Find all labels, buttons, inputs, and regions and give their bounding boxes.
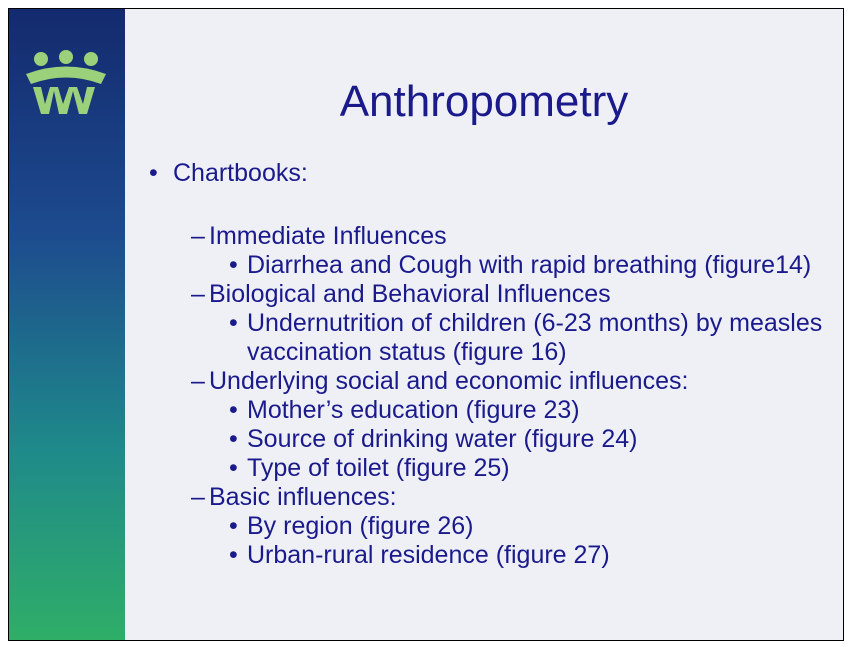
side-bar bbox=[9, 9, 125, 640]
sub-item: Source of drinking water (figure 24) bbox=[151, 425, 823, 454]
slide: Anthropometry Chartbooks: Immediate Influ… bbox=[8, 8, 844, 641]
sub-item: Urban-rural residence (figure 27) bbox=[151, 541, 823, 570]
sub-item: Type of toilet (figure 25) bbox=[151, 454, 823, 483]
sub-heading: Biological and Behavioral Influences bbox=[151, 280, 823, 309]
sub-item: Diarrhea and Cough with rapid breathing … bbox=[151, 251, 823, 280]
sub-heading: Basic influences: bbox=[151, 483, 823, 512]
slide-body: Chartbooks: Immediate InfluencesDiarrhea … bbox=[151, 159, 823, 570]
sub-item: By region (figure 26) bbox=[151, 512, 823, 541]
sub-heading: Immediate Influences bbox=[151, 222, 823, 251]
slide-title: Anthropometry bbox=[339, 77, 629, 126]
logo bbox=[26, 50, 106, 114]
sub-item: Mother’s education (figure 23) bbox=[151, 396, 823, 425]
sub-heading: Underlying social and economic influence… bbox=[151, 367, 823, 396]
sub-item: Undernutrition of children (6-23 months)… bbox=[151, 309, 823, 367]
bullet: Chartbooks: bbox=[151, 159, 823, 188]
